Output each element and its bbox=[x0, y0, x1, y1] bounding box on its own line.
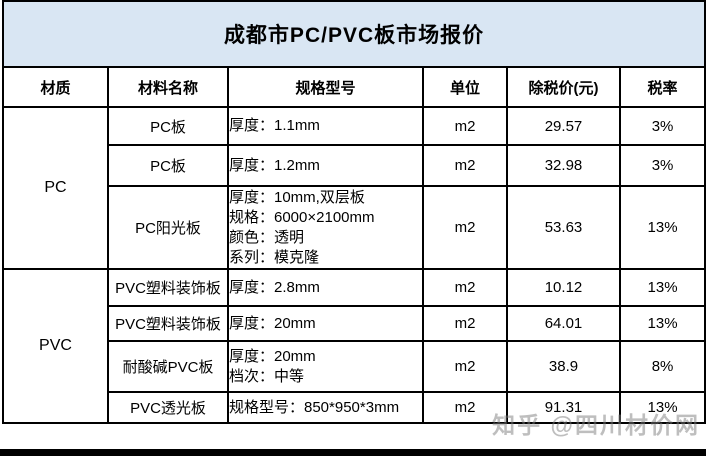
table-row: PC板 厚度：1.2mm m2 32.98 3% bbox=[3, 144, 706, 187]
bottom-border-bar bbox=[0, 449, 706, 456]
spec-line: 厚度：1.1mm bbox=[229, 117, 320, 134]
table-row: PVC塑料装饰板 厚度：20mm m2 64.01 13% bbox=[3, 305, 706, 342]
page-title: 成都市PC/PVC板市场报价 bbox=[1, 0, 706, 68]
tax-rate-cell: 13% bbox=[618, 268, 706, 307]
column-header-price: 除税价(元) bbox=[506, 66, 621, 108]
tax-rate-cell: 13% bbox=[618, 185, 706, 270]
spec-line: 系列：模克隆 bbox=[229, 248, 320, 266]
price-cell: 91.31 bbox=[506, 391, 621, 424]
material-name-cell: PVC透光板 bbox=[107, 391, 229, 424]
material-name-cell: PC板 bbox=[107, 106, 229, 146]
table-title-row: 成都市PC/PVC板市场报价 bbox=[1, 0, 706, 68]
unit-cell: m2 bbox=[422, 391, 508, 424]
column-header-unit: 单位 bbox=[422, 66, 508, 108]
column-header-name: 材料名称 bbox=[107, 66, 229, 108]
price-cell: 32.98 bbox=[506, 144, 621, 187]
table-row: PVC PVC塑料装饰板 厚度：2.8mm m2 10.12 13% bbox=[2, 268, 706, 424]
spec-cell: 厚度：10mm,双层板 规格：6000×2100mm 颜色：透明系列：模克隆 bbox=[227, 185, 424, 270]
unit-cell: m2 bbox=[422, 185, 508, 270]
material-name-cell: PVC塑料装饰板 bbox=[107, 268, 229, 307]
material-name-cell: 耐酸碱PVC板 bbox=[107, 340, 229, 393]
column-header-tax: 税率 bbox=[618, 66, 706, 108]
price-cell: 53.63 bbox=[506, 185, 621, 270]
spec-cell: 厚度：2.8mm bbox=[227, 268, 424, 307]
spec-cell: 厚度：20mm 档次：中等 bbox=[227, 340, 424, 393]
spec-line: 厚度：10mm,双层板 bbox=[229, 188, 365, 206]
unit-cell: m2 bbox=[422, 106, 508, 146]
spec-line: 厚度：2.8mm bbox=[229, 278, 320, 296]
table-row: 耐酸碱PVC板 厚度：20mm 档次：中等 m2 38.9 8% bbox=[3, 340, 706, 393]
price-table-body: PC PC板 厚度：1.1mm m2 29.57 3% PC板 厚度：1.2mm m2 32.98… bbox=[2, 106, 706, 424]
price-table: 成都市PC/PVC板市场报价 材质 材料名称 规格型号 单位 除税价(元) 税率… bbox=[1, 0, 706, 424]
table-header-row: 材质 材料名称 规格型号 单位 除税价(元) 税率 bbox=[2, 66, 706, 108]
unit-cell: m2 bbox=[422, 268, 508, 307]
material-group-cell: PVC bbox=[2, 268, 109, 424]
price-cell: 38.9 bbox=[506, 340, 621, 393]
tax-rate-cell: 3% bbox=[618, 106, 706, 146]
table-row: PC PC板 厚度：1.1mm m2 29.57 3% bbox=[2, 106, 706, 270]
spec-line: 档次：中等 bbox=[229, 367, 305, 385]
spec-line: 颜色：透明 bbox=[229, 228, 305, 246]
spec-line: 厚度：1.2mm bbox=[229, 156, 320, 174]
tax-rate-cell: 13% bbox=[618, 305, 706, 342]
spec-line: 厚度：20mm bbox=[229, 314, 316, 332]
spec-line: 厚度：20mm bbox=[229, 347, 316, 365]
tax-rate-cell: 13% bbox=[618, 391, 706, 424]
spec-cell: 规格型号：850*950*3mm bbox=[227, 391, 424, 424]
unit-cell: m2 bbox=[422, 144, 508, 187]
price-cell: 10.12 bbox=[506, 268, 621, 307]
column-header-spec: 规格型号 bbox=[227, 66, 424, 108]
material-group-cell: PC bbox=[2, 106, 109, 270]
spec-line: 规格型号：850*950*3mm bbox=[229, 398, 400, 416]
unit-cell: m2 bbox=[422, 340, 508, 393]
spec-cell: 厚度：1.2mm bbox=[227, 144, 424, 187]
price-cell: 64.01 bbox=[506, 305, 621, 342]
tax-rate-cell: 8% bbox=[618, 340, 706, 393]
spec-line: 规格：6000×2100mm bbox=[229, 208, 375, 226]
unit-cell: m2 bbox=[422, 305, 508, 342]
column-header-material: 材质 bbox=[2, 66, 109, 108]
spec-cell: 厚度：1.1mm bbox=[227, 106, 424, 146]
spec-cell: 厚度：20mm bbox=[227, 305, 424, 342]
table-row: PVC透光板 规格型号：850*950*3mm m2 91.31 13% bbox=[3, 391, 706, 424]
material-name-cell: PVC塑料装饰板 bbox=[107, 305, 229, 342]
price-cell: 29.57 bbox=[506, 106, 621, 146]
material-name-cell: PC板 bbox=[107, 144, 229, 187]
tax-rate-cell: 3% bbox=[618, 144, 706, 187]
material-name-cell: PC阳光板 bbox=[107, 185, 229, 270]
table-row: PC阳光板 厚度：10mm,双层板 规格：6000×2100mm 颜色：透明系列：模克… bbox=[3, 185, 706, 270]
